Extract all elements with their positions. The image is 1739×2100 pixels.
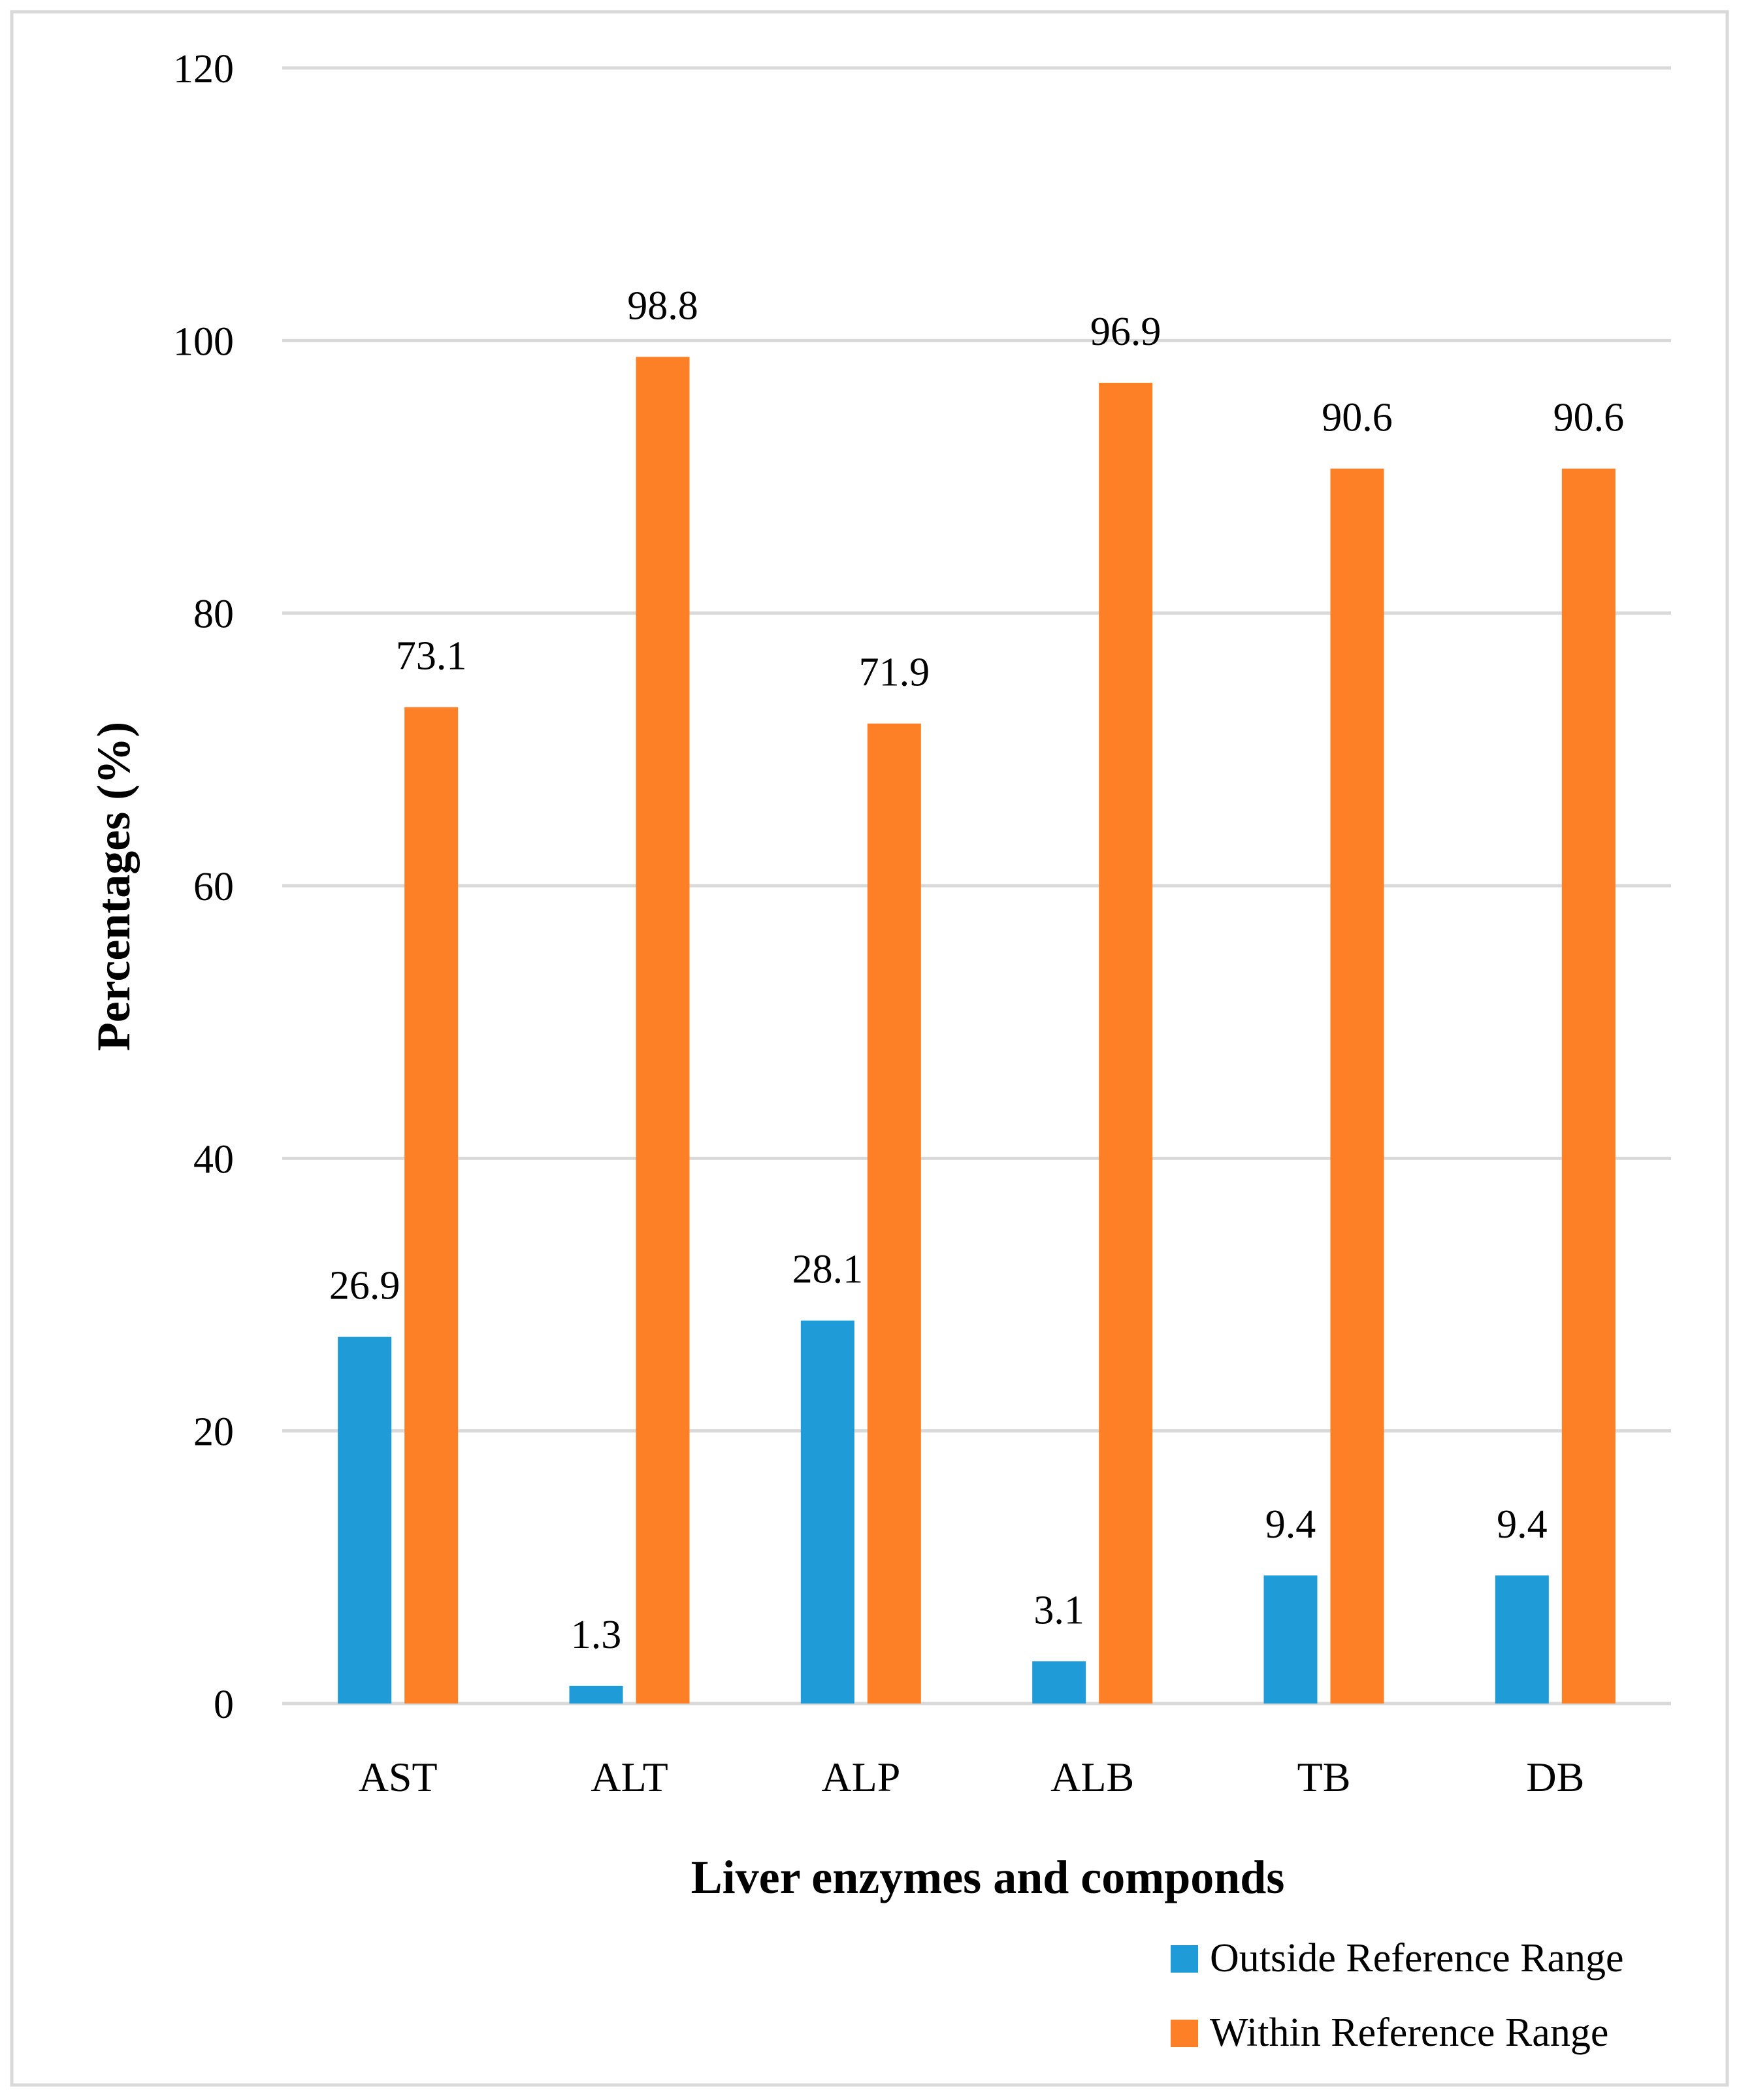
- y-axis-title: Percentages (%): [88, 722, 140, 1051]
- data-label-db-within: 90.6: [1553, 395, 1625, 440]
- y-tick-label-80: 80: [193, 592, 234, 637]
- y-tick-label-100: 100: [173, 319, 234, 364]
- bars: [338, 357, 1616, 1704]
- data-label-alb-outside: 3.1: [1033, 1588, 1084, 1632]
- bar-alb-within: [1099, 383, 1153, 1704]
- category-label-tb: TB: [1297, 1754, 1351, 1800]
- data-label-tb-within: 90.6: [1322, 395, 1393, 440]
- x-axis-categories: AST ALT ALP ALB TB DB: [359, 1754, 1585, 1800]
- data-label-alt-within: 98.8: [627, 283, 698, 328]
- category-label-alb: ALB: [1050, 1754, 1134, 1800]
- data-label-ast-within: 73.1: [396, 634, 467, 679]
- data-label-alp-outside: 28.1: [792, 1248, 864, 1292]
- bar-alt-outside: [569, 1685, 623, 1704]
- data-label-tb-outside: 9.4: [1265, 1502, 1316, 1547]
- category-label-alt: ALT: [591, 1754, 668, 1800]
- data-label-db-outside: 9.4: [1497, 1502, 1548, 1547]
- gridlines: [282, 66, 1671, 1705]
- category-label-alp: ALP: [821, 1754, 900, 1800]
- y-tick-label-60: 60: [193, 865, 234, 909]
- bar-tb-within: [1330, 468, 1384, 1704]
- x-axis-title: Liver enzymes and componds: [691, 1851, 1285, 1903]
- bar-alt-within: [636, 357, 690, 1704]
- bar-alp-within: [867, 723, 921, 1704]
- bar-alb-outside: [1032, 1661, 1086, 1704]
- bar-alp-outside: [800, 1320, 854, 1704]
- data-label-ast-outside: 26.9: [329, 1264, 400, 1308]
- y-tick-label-40: 40: [193, 1137, 234, 1182]
- data-label-alt-outside: 1.3: [571, 1613, 622, 1657]
- legend-label-within: Within Reference Range: [1210, 2011, 1608, 2055]
- bar-ast-within: [404, 707, 459, 1704]
- data-labels: 26.9 73.1 1.3 98.8 28.1 71.9 3.1 96.9 9.4 90.6 9.4…: [329, 283, 1625, 1657]
- y-axis-ticks: 0 20 40 60 80 100 120: [173, 47, 234, 1727]
- bar-db-within: [1561, 468, 1616, 1704]
- y-tick-label-0: 0: [214, 1683, 234, 1727]
- category-label-db: DB: [1526, 1754, 1584, 1800]
- y-tick-label-120: 120: [173, 47, 234, 91]
- legend: Outside Reference Range Within Reference …: [1171, 1936, 1624, 2055]
- legend-swatch-outside: [1171, 1945, 1198, 1973]
- data-label-alb-within: 96.9: [1090, 310, 1162, 354]
- category-label-ast: AST: [359, 1754, 438, 1800]
- y-tick-label-20: 20: [193, 1410, 234, 1455]
- legend-swatch-within: [1171, 2020, 1198, 2047]
- data-label-alp-within: 71.9: [859, 651, 930, 695]
- bar-ast-outside: [338, 1336, 392, 1704]
- bar-db-outside: [1495, 1575, 1549, 1704]
- bar-tb-outside: [1263, 1575, 1318, 1704]
- legend-label-outside: Outside Reference Range: [1210, 1936, 1624, 1980]
